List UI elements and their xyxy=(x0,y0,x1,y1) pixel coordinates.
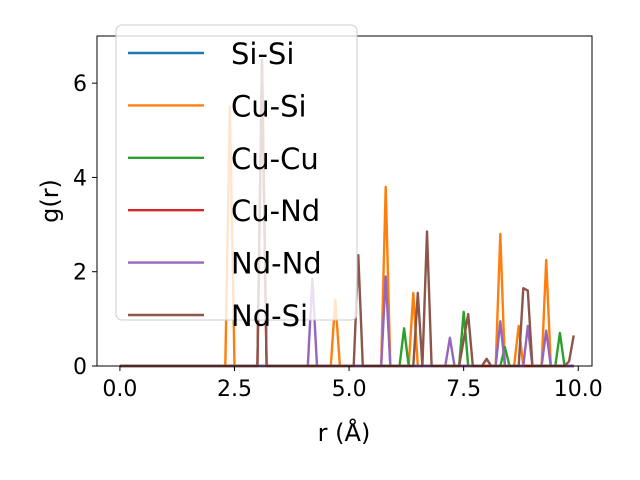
y-tick-label: 0 xyxy=(73,355,87,380)
y-axis-label: g(r) xyxy=(36,179,64,223)
x-tick-label: 0.0 xyxy=(102,377,137,402)
y-tick-label: 4 xyxy=(73,166,87,191)
y-tick-label: 2 xyxy=(73,261,87,286)
x-tick-label: 2.5 xyxy=(217,377,252,402)
x-axis-label: r (Å) xyxy=(318,418,371,447)
y-tick-label: 6 xyxy=(73,72,87,97)
x-tick-label: 10.0 xyxy=(554,377,603,402)
x-axis-ticks: 0.0 2.5 5.0 7.5 10.0 xyxy=(102,366,603,402)
legend-label: Nd-Nd xyxy=(231,247,322,281)
legend-label: Cu-Nd xyxy=(231,194,320,228)
legend-label: Si-Si xyxy=(231,37,294,71)
legend-box xyxy=(115,24,358,321)
legend: Si-Si Cu-Si Cu-Cu Cu-Nd Nd-Nd Nd-Si xyxy=(115,24,358,333)
legend-label: Cu-Si xyxy=(231,89,307,123)
legend-label: Cu-Cu xyxy=(231,142,319,176)
x-tick-label: 7.5 xyxy=(446,377,481,402)
x-tick-label: 5.0 xyxy=(332,377,367,402)
legend-label: Nd-Si xyxy=(231,299,308,333)
y-axis-ticks: 0 2 4 6 xyxy=(73,72,97,380)
